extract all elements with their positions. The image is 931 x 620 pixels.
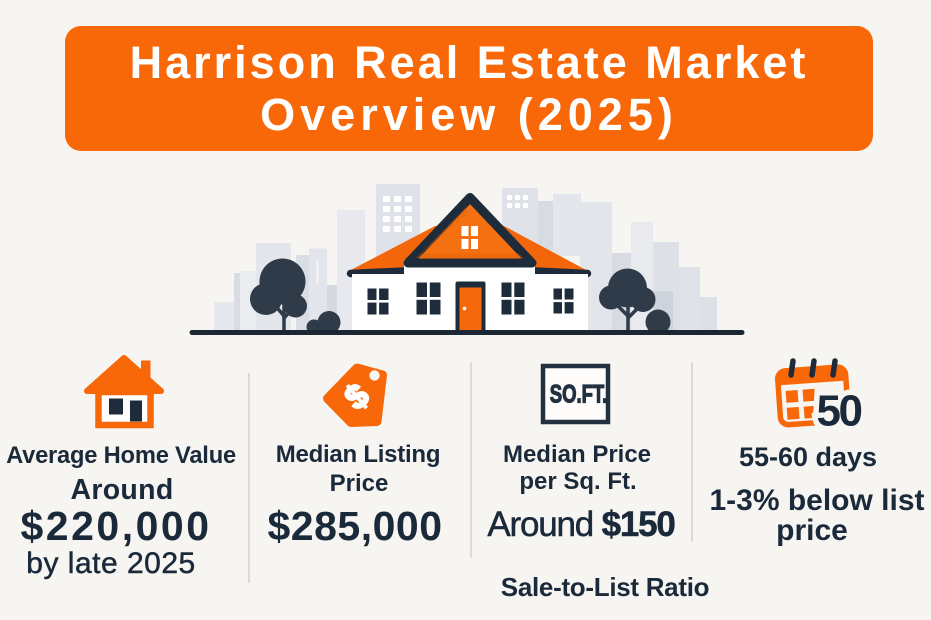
svg-text:SO.FT.: SO.FT.	[550, 380, 608, 408]
svg-text:50: 50	[817, 387, 862, 436]
